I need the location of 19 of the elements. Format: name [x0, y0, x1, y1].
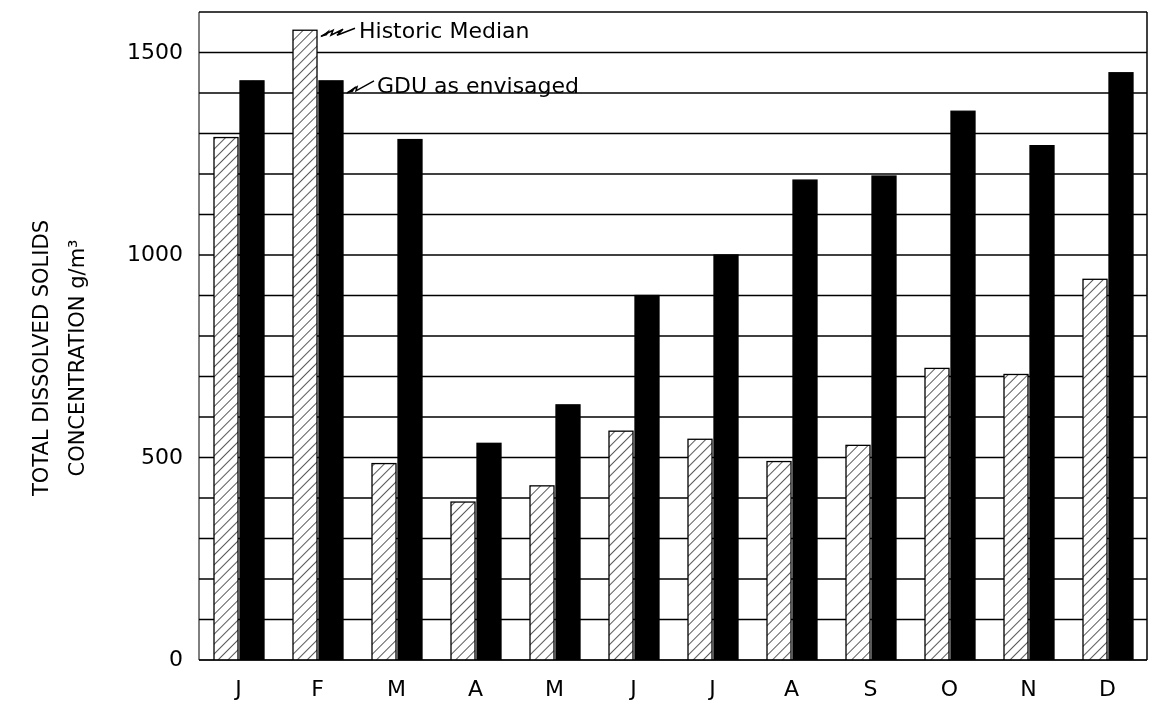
y-axis-title: TOTAL DISSOLVED SOLIDS CONCENTRATION g/m³ — [29, 220, 89, 497]
y-tick-label: 500 — [141, 443, 183, 469]
x-tick-label: D — [1099, 675, 1116, 701]
x-tick-label: O — [940, 675, 959, 701]
y-tick-label: 0 — [169, 646, 183, 671]
x-tick-label: F — [311, 675, 324, 701]
x-tick-label: A — [783, 675, 800, 701]
legend-label: Historic Median — [359, 18, 530, 44]
x-tick-label: M — [545, 675, 564, 701]
x-tick-label: A — [467, 675, 484, 701]
x-tick-label: S — [863, 675, 878, 701]
x-tick-label: M — [387, 675, 406, 701]
x-tick-label: J — [628, 675, 637, 701]
legend-label: GDU as envisaged — [377, 72, 580, 98]
x-tick-label: J — [233, 675, 242, 701]
y-tick-label: 1500 — [127, 38, 183, 64]
x-tick-label: J — [707, 675, 716, 701]
y-tick-label: 1000 — [127, 241, 183, 266]
x-tick-label: N — [1020, 675, 1037, 701]
